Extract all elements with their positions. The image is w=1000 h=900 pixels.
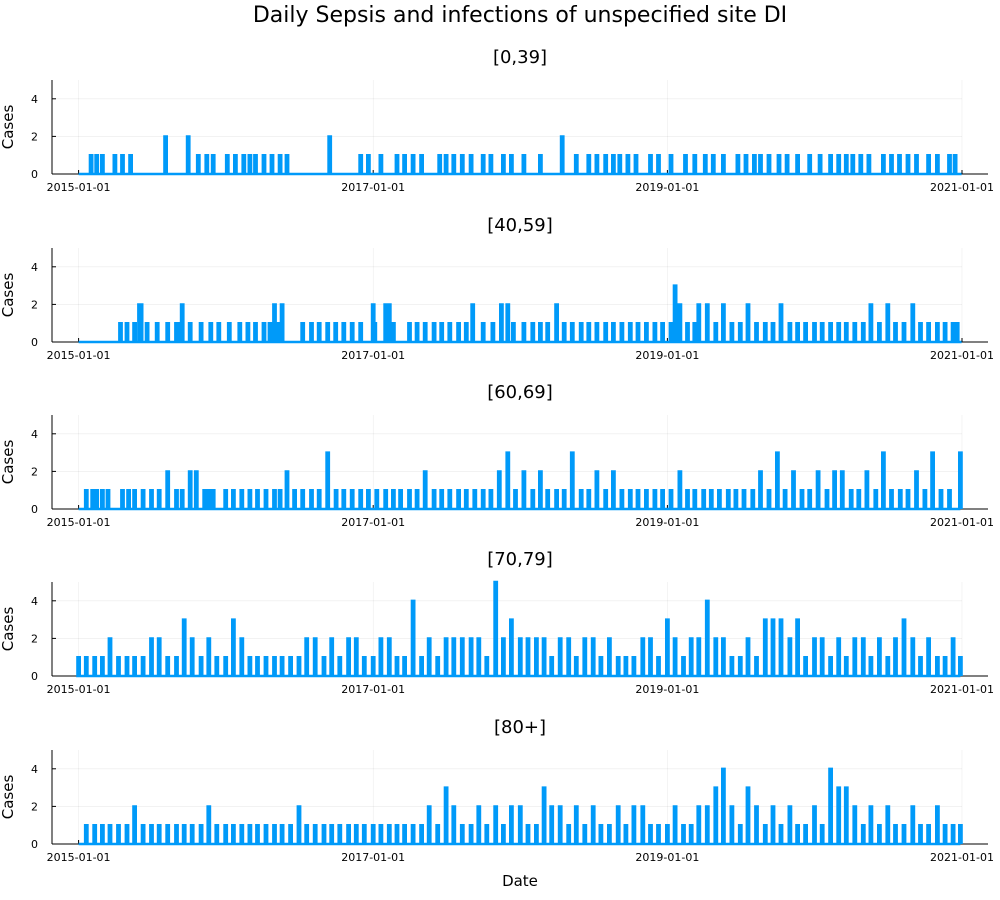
x-tick-label: 2015-01-01 bbox=[47, 516, 111, 529]
y-tick-label: 0 bbox=[31, 503, 38, 516]
y-tick-label: 0 bbox=[31, 670, 38, 683]
series-line bbox=[78, 767, 963, 846]
x-tick-label: 2021-01-01 bbox=[930, 683, 994, 696]
y-tick-label: 4 bbox=[31, 428, 38, 441]
x-tick-label: 2019-01-01 bbox=[635, 851, 699, 864]
x-tick-label: 2015-01-01 bbox=[47, 349, 111, 362]
x-tick-label: 2021-01-01 bbox=[930, 516, 994, 529]
x-tick-label: 2019-01-01 bbox=[635, 349, 699, 362]
panel-title: [80+] bbox=[494, 717, 546, 738]
x-tick-label: 2017-01-01 bbox=[341, 516, 405, 529]
y-tick-label: 2 bbox=[31, 465, 38, 478]
x-tick-label: 2017-01-01 bbox=[341, 683, 405, 696]
y-tick-label: 2 bbox=[31, 800, 38, 813]
y-tick-label: 2 bbox=[31, 130, 38, 143]
x-tick-label: 2017-01-01 bbox=[341, 349, 405, 362]
x-tick-label: 2021-01-01 bbox=[930, 349, 994, 362]
y-axis-label: Cases bbox=[0, 775, 17, 820]
y-tick-label: 0 bbox=[31, 168, 38, 181]
series-line bbox=[78, 284, 962, 344]
x-tick-label: 2015-01-01 bbox=[47, 851, 111, 864]
x-tick-label: 2019-01-01 bbox=[635, 683, 699, 696]
panels: [0,39] 0 2 4 2015-01-01 2017-01-01 2019-01-01 2… bbox=[0, 47, 994, 864]
panel-title: [0,39] bbox=[493, 47, 547, 68]
y-axis-label: Cases bbox=[0, 440, 17, 485]
y-axis-label: Cases bbox=[0, 607, 17, 652]
y-axis-label: Cases bbox=[0, 273, 17, 318]
y-tick-label: 0 bbox=[31, 336, 38, 349]
x-tick-label: 2021-01-01 bbox=[930, 181, 994, 194]
y-tick-label: 0 bbox=[31, 838, 38, 851]
x-tick-label: 2021-01-01 bbox=[930, 851, 994, 864]
series-line bbox=[78, 135, 962, 176]
series-line bbox=[78, 451, 963, 511]
panel-title: [70,79] bbox=[487, 549, 553, 570]
series-line bbox=[76, 580, 963, 678]
x-tick-label: 2019-01-01 bbox=[635, 181, 699, 194]
x-tick-label: 2019-01-01 bbox=[635, 516, 699, 529]
y-tick-label: 2 bbox=[31, 298, 38, 311]
panel-title: [40,59] bbox=[487, 215, 553, 236]
x-tick-label: 2017-01-01 bbox=[341, 851, 405, 864]
y-tick-label: 4 bbox=[31, 93, 38, 106]
panel-title: [60,69] bbox=[487, 382, 553, 403]
figure-title: Daily Sepsis and infections of unspecifi… bbox=[253, 3, 787, 28]
y-tick-label: 4 bbox=[31, 595, 38, 608]
x-tick-label: 2015-01-01 bbox=[47, 181, 111, 194]
y-tick-label: 4 bbox=[31, 261, 38, 274]
x-tick-label: 2017-01-01 bbox=[341, 181, 405, 194]
x-axis-label: Date bbox=[502, 872, 538, 890]
y-axis-label: Cases bbox=[0, 105, 17, 150]
x-tick-label: 2015-01-01 bbox=[47, 683, 111, 696]
y-tick-label: 2 bbox=[31, 632, 38, 645]
y-tick-label: 4 bbox=[31, 763, 38, 776]
